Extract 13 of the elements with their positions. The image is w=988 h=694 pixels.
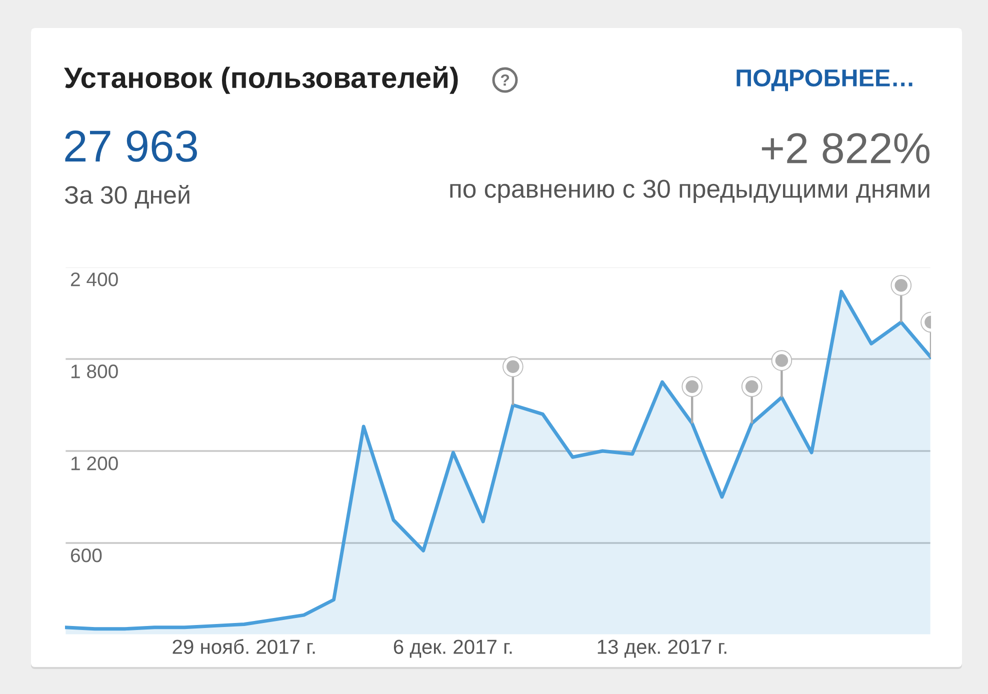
text: 27 963 — [65, 130, 197, 162]
y-tick-label: 600 — [70, 548, 102, 562]
y-tick-label: 1 200 — [71, 456, 118, 470]
y-tick-label: 2 400 — [70, 272, 118, 286]
text: по сравнению с 30 предыдущими днями — [450, 180, 930, 203]
text: +2 822% — [762, 133, 930, 164]
text: ПОДРОБНЕЕ… — [736, 69, 912, 92]
x-tick-label: 13 дек. 2017 г. — [598, 640, 726, 658]
chart-title: Установок (пользователей) — [64, 66, 458, 94]
text: За 30 дней — [64, 185, 190, 209]
y-tick-label: 1 800 — [71, 364, 118, 378]
x-tick-label: 29 нояб. 2017 г. — [172, 638, 315, 654]
x-tick-label: 6 дек. 2017 г. — [394, 640, 512, 658]
